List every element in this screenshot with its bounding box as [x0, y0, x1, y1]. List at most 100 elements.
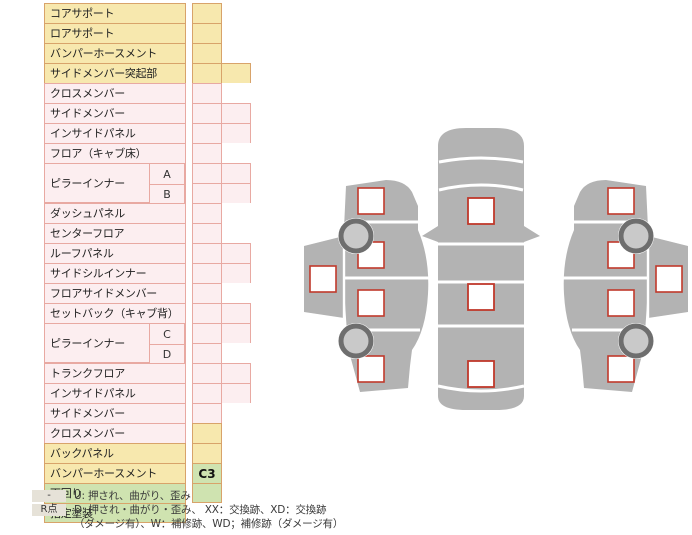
- table-row: フロア（キャブ床）: [44, 143, 186, 163]
- table-row: インサイドパネル: [44, 383, 186, 403]
- damage-cell[interactable]: [192, 183, 222, 203]
- damage-row: [192, 443, 252, 463]
- legend-row: - U: 押され、曲がり、歪み: [32, 490, 392, 503]
- damage-code: C3: [198, 466, 216, 481]
- damage-cell[interactable]: [221, 363, 251, 383]
- damage-cell[interactable]: [192, 63, 222, 83]
- divider-line: [437, 384, 525, 393]
- damage-cell[interactable]: [192, 43, 222, 63]
- damage-cell[interactable]: [221, 63, 251, 83]
- damage-row: [192, 3, 252, 23]
- table-row: センターフロア: [44, 223, 186, 243]
- damage-marker[interactable]: [357, 289, 385, 317]
- damage-cell[interactable]: [221, 163, 251, 183]
- damage-marker[interactable]: [309, 265, 337, 293]
- damage-cell[interactable]: [221, 123, 251, 143]
- damage-marker[interactable]: [467, 360, 495, 388]
- damage-cell[interactable]: C3: [192, 463, 222, 483]
- left-body-shape: [344, 180, 429, 392]
- part-label: ピラーインナー: [50, 336, 125, 350]
- table-row: バンパーホースメント: [44, 43, 186, 63]
- damage-row: [192, 303, 252, 323]
- damage-marker[interactable]: [357, 355, 385, 383]
- damage-cell[interactable]: [221, 303, 251, 323]
- damage-cell[interactable]: [192, 263, 222, 283]
- damage-marker[interactable]: [357, 187, 385, 215]
- pillar-sub-cell: B: [149, 184, 185, 205]
- damage-cell[interactable]: [192, 383, 222, 403]
- table-row: ピラーインナー A B: [44, 163, 186, 205]
- damage-cell[interactable]: [192, 443, 222, 463]
- damage-row: [192, 123, 252, 143]
- damage-row: [192, 183, 252, 203]
- damage-row: [192, 223, 252, 243]
- damage-cell[interactable]: [192, 143, 222, 163]
- damage-cell[interactable]: [192, 163, 222, 183]
- part-label: フロアサイドメンバー: [50, 287, 157, 300]
- damage-cell[interactable]: [192, 223, 222, 243]
- damage-marker[interactable]: [607, 289, 635, 317]
- table-row: クロスメンバー: [44, 83, 186, 103]
- damage-cell[interactable]: [192, 403, 222, 423]
- damage-cell[interactable]: [192, 123, 222, 143]
- damage-marker[interactable]: [607, 187, 635, 215]
- table-row: ダッシュパネル: [44, 203, 186, 223]
- damage-row: C3: [192, 463, 252, 483]
- part-label: クロスメンバー: [50, 87, 125, 100]
- legend-key-dash: -: [32, 490, 66, 502]
- table-row: ピラーインナー C D: [44, 323, 186, 365]
- damage-row: [192, 403, 252, 423]
- part-label: インサイドパネル: [50, 387, 136, 400]
- damage-cell[interactable]: [192, 203, 222, 223]
- part-label: ロアサポート: [50, 27, 115, 40]
- damage-row: [192, 343, 252, 363]
- damage-row: [192, 383, 252, 403]
- damage-cell[interactable]: [192, 243, 222, 263]
- table-row: セットバック（キャブ背）: [44, 303, 186, 323]
- right-vehicle-side-view: [563, 180, 688, 392]
- part-label: 指定塗装: [50, 506, 93, 520]
- damage-cell[interactable]: [221, 263, 251, 283]
- damage-row: [192, 23, 252, 43]
- damage-cell[interactable]: [192, 423, 222, 443]
- center-body-shape: [422, 128, 540, 410]
- wheel-ring: [618, 323, 654, 359]
- table-row: クロスメンバー: [44, 423, 186, 443]
- table-row: バックパネル: [44, 443, 186, 463]
- damage-cell[interactable]: [221, 323, 251, 343]
- damage-row: [192, 203, 252, 223]
- part-label: サイドシルインナー: [50, 267, 147, 280]
- damage-cell[interactable]: [192, 3, 222, 23]
- damage-marker[interactable]: [467, 197, 495, 225]
- damage-row: [192, 83, 252, 103]
- wheel-ring: [618, 218, 654, 254]
- damage-row: [192, 43, 252, 63]
- damage-code-column: C3: [192, 3, 252, 503]
- pillar-sub-cell: C: [149, 323, 185, 344]
- damage-cell[interactable]: [192, 103, 222, 123]
- table-row: サイドシルインナー: [44, 263, 186, 283]
- damage-cell[interactable]: [221, 103, 251, 123]
- damage-marker[interactable]: [467, 283, 495, 311]
- pillar-sub-cell: A: [149, 163, 185, 184]
- damage-cell[interactable]: [221, 383, 251, 403]
- legend-row: R点 D: 押され・曲がり・歪み、 XX：交換跡、XD：交換跡: [32, 504, 392, 517]
- damage-row: [192, 283, 252, 303]
- damage-cell[interactable]: [192, 483, 222, 503]
- damage-cell[interactable]: [192, 83, 222, 103]
- table-row: ルーフパネル: [44, 243, 186, 263]
- damage-cell[interactable]: [221, 243, 251, 263]
- damage-cell[interactable]: [192, 283, 222, 303]
- damage-row: [192, 243, 252, 263]
- part-label: 下回り: [50, 487, 83, 500]
- part-label: バックパネル: [50, 447, 114, 460]
- damage-cell[interactable]: [192, 363, 222, 383]
- damage-cell[interactable]: [192, 23, 222, 43]
- damage-cell[interactable]: [192, 323, 222, 343]
- damage-cell[interactable]: [192, 303, 222, 323]
- damage-cell[interactable]: [221, 183, 251, 203]
- damage-cell[interactable]: [192, 343, 222, 363]
- damage-marker[interactable]: [607, 355, 635, 383]
- damage-marker[interactable]: [655, 265, 683, 293]
